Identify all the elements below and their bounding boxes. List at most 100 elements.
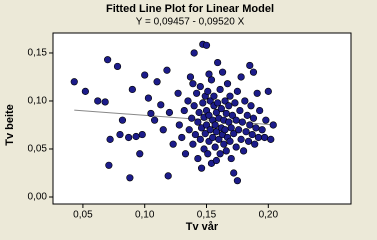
data-point: [186, 73, 195, 81]
data-point: [159, 126, 167, 134]
data-point: [125, 133, 133, 142]
data-point: [169, 140, 177, 148]
data-point: [163, 66, 171, 74]
data-point: [196, 135, 204, 143]
data-point: [212, 156, 220, 165]
data-point: [106, 135, 114, 143]
data-point: [235, 126, 243, 134]
data-point: [136, 150, 144, 158]
data-point: [194, 118, 202, 126]
data-point: [264, 87, 272, 95]
data-point: [165, 108, 174, 117]
data-point: [209, 133, 217, 142]
data-point: [126, 174, 134, 182]
data-point: [258, 126, 266, 134]
data-point: [222, 147, 230, 155]
data-point: [181, 150, 190, 158]
data-point: [185, 126, 193, 134]
data-point: [222, 109, 230, 118]
data-point: [227, 154, 235, 163]
data-point: [241, 97, 249, 105]
data-point: [233, 87, 242, 95]
data-point: [94, 97, 102, 105]
y-tick-label: 0,15: [28, 48, 48, 59]
data-point: [188, 114, 196, 122]
chart-subtitle: Y = 0,09457 - 0,09520 X: [136, 17, 245, 28]
data-point: [237, 73, 245, 81]
data-point: [205, 111, 213, 119]
data-point: [104, 56, 112, 64]
y-axis-label: Tv beite: [4, 104, 16, 146]
data-point: [215, 135, 223, 143]
data-point: [239, 147, 248, 155]
data-point: [200, 145, 208, 153]
data-point: [194, 154, 202, 163]
data-point: [189, 140, 197, 148]
x-tick-label: 0,20: [259, 210, 279, 221]
data-point: [216, 150, 224, 158]
x-tick-label: 0,10: [135, 210, 155, 221]
data-point: [101, 98, 109, 106]
x-axis-label: Tv vår: [186, 221, 219, 233]
data-point: [178, 133, 186, 142]
x-tick-label: 0,15: [197, 210, 217, 221]
data-point: [223, 80, 232, 88]
data-point: [193, 89, 201, 97]
data-point: [205, 70, 213, 78]
data-point: [197, 164, 206, 172]
data-point: [243, 111, 251, 119]
data-point: [232, 143, 240, 151]
data-point: [180, 106, 188, 115]
data-point: [206, 97, 214, 105]
data-point: [252, 124, 260, 132]
data-point: [199, 99, 207, 107]
data-point: [249, 68, 258, 76]
data-point: [174, 89, 182, 97]
data-point: [253, 89, 261, 97]
data-point: [118, 116, 127, 124]
data-point: [132, 132, 140, 141]
data-point: [226, 92, 234, 100]
data-point: [230, 169, 238, 177]
data-point: [246, 61, 254, 70]
data-point: [195, 108, 203, 117]
data-point: [214, 58, 222, 67]
data-point: [138, 130, 146, 139]
data-point: [202, 121, 211, 129]
data-point: [267, 135, 275, 143]
data-point: [212, 128, 220, 136]
chart-title: Fitted Line Plot for Linear Model: [106, 3, 274, 15]
y-tick-label: 0,05: [28, 144, 48, 155]
data-point: [70, 78, 78, 86]
data-point: [231, 99, 239, 107]
data-point: [242, 128, 250, 136]
data-point: [206, 126, 214, 134]
data-point: [249, 114, 258, 122]
data-point: [221, 97, 229, 105]
data-point: [116, 130, 124, 139]
data-point: [254, 133, 263, 142]
data-point: [218, 68, 227, 76]
data-point: [204, 87, 212, 95]
data-point: [247, 102, 255, 110]
data-point: [144, 94, 153, 102]
data-point: [196, 82, 204, 91]
data-point: [233, 177, 242, 185]
y-tick-label: 0,10: [28, 96, 48, 107]
data-point: [246, 121, 254, 129]
data-point: [81, 87, 89, 95]
data-point: [164, 172, 172, 180]
data-point: [189, 80, 197, 88]
data-point: [256, 106, 264, 115]
data-point: [269, 121, 277, 129]
data-point: [236, 106, 244, 115]
data-point: [147, 109, 155, 118]
data-point: [157, 101, 165, 109]
data-point: [251, 140, 259, 148]
data-point: [105, 161, 113, 169]
data-point: [226, 137, 234, 145]
data-point: [150, 116, 159, 124]
data-point: [225, 102, 233, 110]
